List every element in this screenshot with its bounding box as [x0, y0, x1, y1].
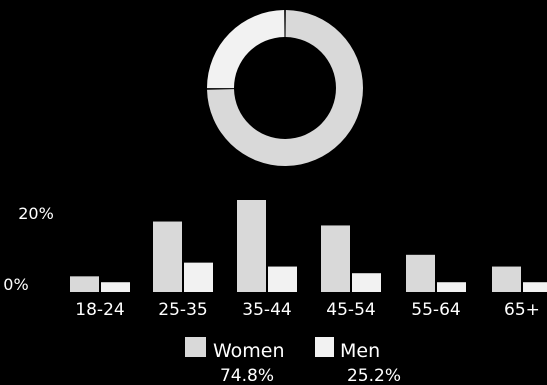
y-tick-label-20: 20%: [18, 204, 54, 223]
legend-swatch-women: [185, 337, 206, 357]
legend-pct-men: 25.2%: [347, 366, 401, 385]
bar-men-25-35: [184, 262, 213, 292]
donut-slice-women: [207, 10, 363, 167]
bar-men-18-24: [101, 282, 130, 292]
bar-men-35-44: [268, 266, 297, 292]
bar-women-18-24: [70, 276, 99, 292]
bar-women-35-44: [237, 200, 266, 292]
bar-women-25-35: [153, 221, 182, 292]
donut-slice-men: [207, 10, 285, 89]
bar-men-55-64: [437, 282, 466, 292]
y-tick-label-0: 0%: [3, 275, 28, 294]
bar-women-55-64: [406, 254, 435, 292]
gender-donut-chart: [207, 10, 363, 167]
y-axis: 20% 0%: [3, 204, 53, 294]
legend-label-men: Men: [340, 340, 380, 362]
x-tick-label-45-54: 45-54: [326, 300, 375, 320]
x-tick-label-25-35: 25-35: [158, 300, 207, 320]
bar-women-65plus: [492, 266, 521, 292]
bar-men-65plus: [523, 282, 547, 292]
legend: Women 74.8% Men 25.2%: [185, 337, 401, 385]
x-tick-label-35-44: 35-44: [242, 300, 291, 320]
x-tick-label-55-64: 55-64: [411, 300, 460, 320]
legend-label-women: Women: [213, 340, 285, 362]
legend-pct-women: 74.8%: [220, 366, 274, 385]
x-tick-label-65plus: 65+: [504, 300, 540, 320]
legend-swatch-men: [315, 337, 334, 357]
bar-women-45-54: [321, 225, 350, 292]
age-bar-chart: [70, 200, 547, 292]
x-tick-label-18-24: 18-24: [75, 300, 124, 320]
bar-men-45-54: [352, 273, 381, 292]
x-axis: 18-24 25-35 35-44 45-54 55-64 65+: [75, 300, 540, 320]
